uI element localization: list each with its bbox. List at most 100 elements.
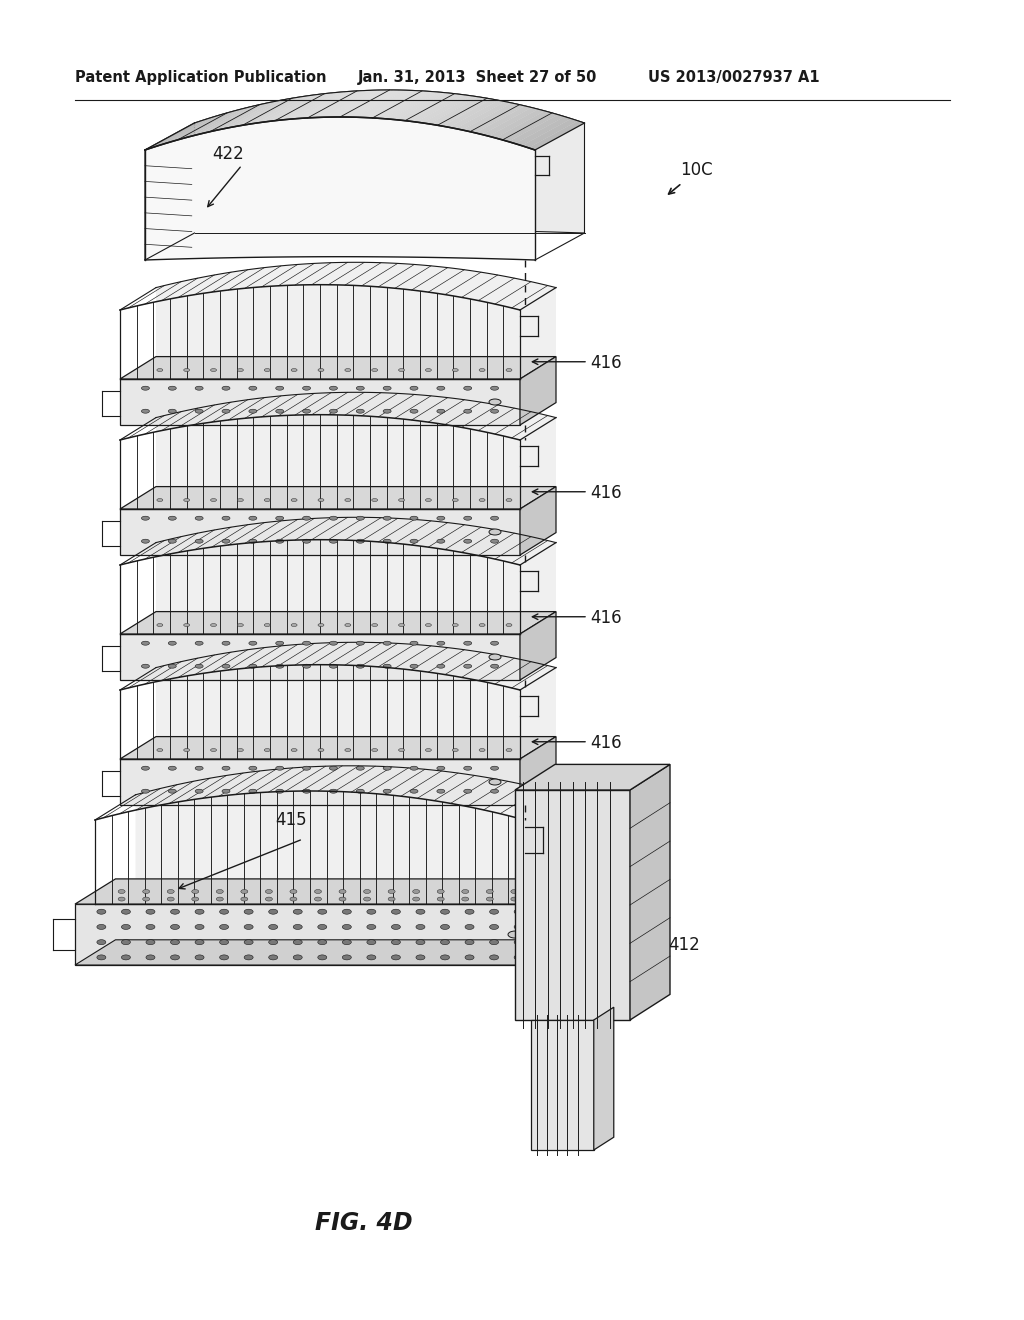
- Ellipse shape: [268, 954, 278, 960]
- Polygon shape: [191, 107, 248, 136]
- Ellipse shape: [536, 890, 543, 894]
- Polygon shape: [343, 90, 399, 117]
- Polygon shape: [145, 117, 535, 260]
- Ellipse shape: [490, 409, 499, 413]
- Ellipse shape: [314, 890, 322, 894]
- Polygon shape: [462, 103, 518, 132]
- Ellipse shape: [490, 642, 499, 645]
- Ellipse shape: [330, 516, 338, 520]
- Text: 412: 412: [668, 936, 699, 954]
- Ellipse shape: [388, 890, 395, 894]
- Ellipse shape: [410, 642, 418, 645]
- Polygon shape: [450, 100, 505, 128]
- Ellipse shape: [249, 409, 257, 413]
- Ellipse shape: [291, 368, 297, 371]
- Ellipse shape: [97, 940, 105, 945]
- Ellipse shape: [291, 499, 297, 502]
- Ellipse shape: [330, 387, 338, 391]
- Polygon shape: [257, 95, 313, 123]
- Ellipse shape: [437, 539, 444, 544]
- Ellipse shape: [416, 924, 425, 929]
- Ellipse shape: [425, 623, 431, 627]
- Polygon shape: [211, 103, 267, 132]
- Ellipse shape: [367, 909, 376, 915]
- Ellipse shape: [372, 748, 378, 751]
- Ellipse shape: [275, 789, 284, 793]
- Ellipse shape: [410, 387, 418, 391]
- Polygon shape: [251, 96, 307, 124]
- Polygon shape: [156, 643, 556, 737]
- Polygon shape: [224, 100, 281, 128]
- Ellipse shape: [238, 623, 244, 627]
- Ellipse shape: [416, 909, 425, 915]
- Polygon shape: [165, 115, 221, 144]
- Ellipse shape: [222, 539, 230, 544]
- Ellipse shape: [222, 664, 230, 668]
- Ellipse shape: [195, 924, 204, 929]
- Ellipse shape: [367, 924, 376, 929]
- Ellipse shape: [97, 954, 105, 960]
- Ellipse shape: [330, 664, 338, 668]
- Ellipse shape: [293, 954, 302, 960]
- Ellipse shape: [453, 499, 459, 502]
- Ellipse shape: [372, 368, 378, 371]
- Ellipse shape: [391, 940, 400, 945]
- Ellipse shape: [506, 499, 512, 502]
- Ellipse shape: [196, 664, 203, 668]
- Ellipse shape: [275, 664, 284, 668]
- Ellipse shape: [183, 623, 189, 627]
- Ellipse shape: [453, 623, 459, 627]
- Ellipse shape: [511, 890, 518, 894]
- Ellipse shape: [356, 789, 365, 793]
- Ellipse shape: [157, 748, 163, 751]
- Ellipse shape: [342, 940, 351, 945]
- Ellipse shape: [490, 516, 499, 520]
- Ellipse shape: [167, 890, 174, 894]
- Ellipse shape: [168, 664, 176, 668]
- Polygon shape: [75, 940, 586, 965]
- Polygon shape: [135, 766, 565, 879]
- Ellipse shape: [317, 924, 327, 929]
- Ellipse shape: [410, 539, 418, 544]
- Ellipse shape: [437, 766, 444, 770]
- Ellipse shape: [141, 409, 150, 413]
- Polygon shape: [482, 107, 539, 136]
- Ellipse shape: [410, 789, 418, 793]
- Ellipse shape: [464, 642, 472, 645]
- Ellipse shape: [437, 789, 444, 793]
- Polygon shape: [297, 91, 353, 119]
- Polygon shape: [520, 356, 556, 425]
- Polygon shape: [337, 90, 393, 117]
- Ellipse shape: [490, 789, 499, 793]
- Polygon shape: [330, 90, 386, 117]
- Polygon shape: [120, 759, 520, 805]
- Polygon shape: [522, 119, 578, 148]
- Polygon shape: [145, 121, 201, 150]
- Ellipse shape: [410, 664, 418, 668]
- Polygon shape: [370, 91, 426, 119]
- Ellipse shape: [211, 499, 216, 502]
- Ellipse shape: [383, 516, 391, 520]
- Ellipse shape: [219, 909, 228, 915]
- Polygon shape: [469, 104, 525, 133]
- Ellipse shape: [440, 909, 450, 915]
- Ellipse shape: [464, 409, 472, 413]
- Ellipse shape: [249, 664, 257, 668]
- Ellipse shape: [222, 387, 230, 391]
- Ellipse shape: [216, 890, 223, 894]
- Polygon shape: [630, 764, 670, 1020]
- Polygon shape: [284, 92, 340, 120]
- Ellipse shape: [302, 409, 310, 413]
- Ellipse shape: [383, 387, 391, 391]
- Ellipse shape: [356, 539, 365, 544]
- Ellipse shape: [410, 516, 418, 520]
- Ellipse shape: [241, 890, 248, 894]
- Ellipse shape: [293, 940, 302, 945]
- Ellipse shape: [383, 642, 391, 645]
- Polygon shape: [402, 94, 459, 121]
- Polygon shape: [520, 737, 556, 805]
- Ellipse shape: [219, 940, 228, 945]
- Ellipse shape: [464, 516, 472, 520]
- Ellipse shape: [146, 940, 155, 945]
- Ellipse shape: [489, 940, 499, 945]
